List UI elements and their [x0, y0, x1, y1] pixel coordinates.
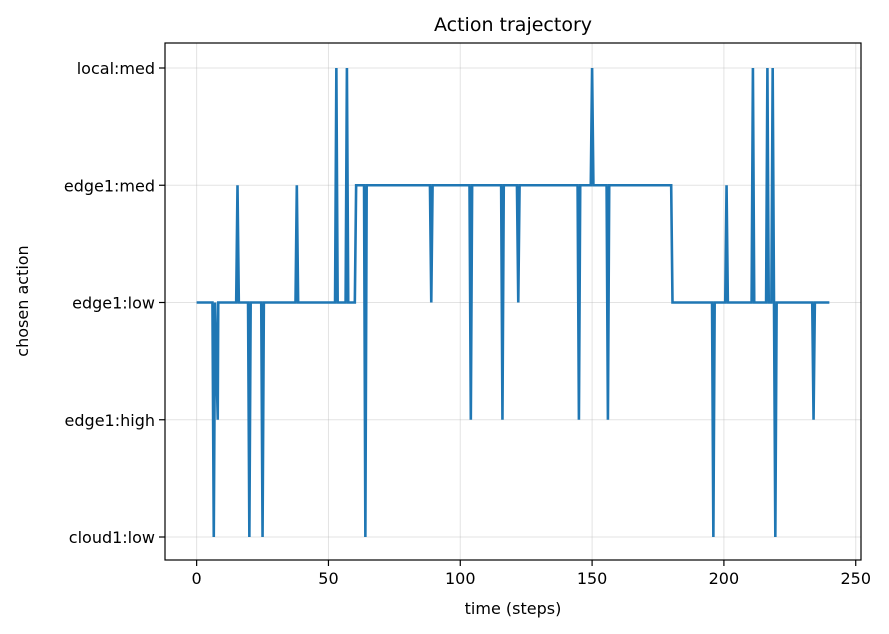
y-tick-label: edge1:low	[72, 294, 155, 313]
y-tick-label: edge1:high	[65, 411, 155, 430]
x-tick-label: 150	[577, 569, 608, 588]
x-tick-label: 50	[318, 569, 338, 588]
y-axis-label: chosen action	[13, 245, 32, 356]
y-tick-label: cloud1:low	[69, 528, 155, 547]
x-tick-label: 0	[192, 569, 202, 588]
x-tick-label: 100	[445, 569, 476, 588]
series-line	[196, 67, 830, 538]
x-tick-label: 200	[709, 569, 740, 588]
y-axis: cloud1:low edge1:high edge1:low edge1:med lo…	[64, 59, 165, 547]
y-tick-label: local:med	[77, 59, 155, 78]
chart-title: Action trajectory	[434, 14, 592, 36]
x-axis: 0 50 100 150 200 250	[192, 560, 871, 588]
series-layer	[196, 67, 830, 538]
y-tick-label: edge1:med	[64, 176, 155, 195]
plot-frame	[164, 42, 862, 561]
x-tick-label: 250	[840, 569, 871, 588]
x-axis-label: time (steps)	[465, 599, 562, 618]
